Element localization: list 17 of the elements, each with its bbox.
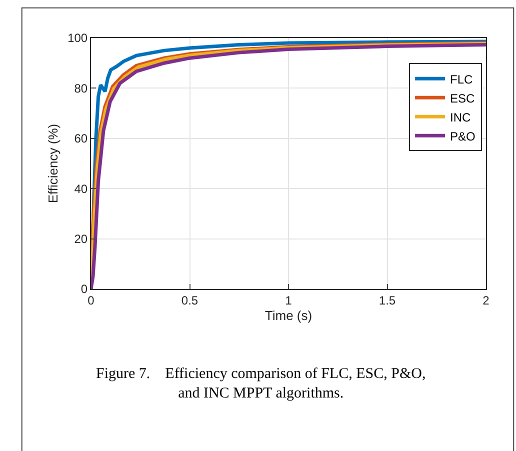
y-tick-label: 20 xyxy=(74,232,88,246)
legend-label: FLC xyxy=(450,72,474,86)
y-axis-title: Efficiency (%) xyxy=(46,124,61,204)
y-tick-label: 0 xyxy=(80,282,88,296)
legend-label: P&O xyxy=(450,129,476,144)
x-axis-title: Time (s) xyxy=(264,308,312,323)
y-tick-label: 100 xyxy=(68,31,88,46)
x-tick-label: 0.5 xyxy=(181,293,198,308)
x-tick-label: 1 xyxy=(285,293,292,308)
caption: Figure 7. Efficiency comparison of FLC, ESC, P&O, and INC MPPT algorithms. xyxy=(96,366,426,402)
y-tick-label: 80 xyxy=(74,81,88,96)
legend-label: ESC xyxy=(450,91,476,106)
x-tick-label: 2 xyxy=(482,293,490,308)
y-tick-label: 40 xyxy=(74,182,88,196)
x-tick-label: 1.5 xyxy=(378,293,396,308)
y-tick-label: 60 xyxy=(74,132,88,146)
legend-label: INC xyxy=(450,110,472,124)
